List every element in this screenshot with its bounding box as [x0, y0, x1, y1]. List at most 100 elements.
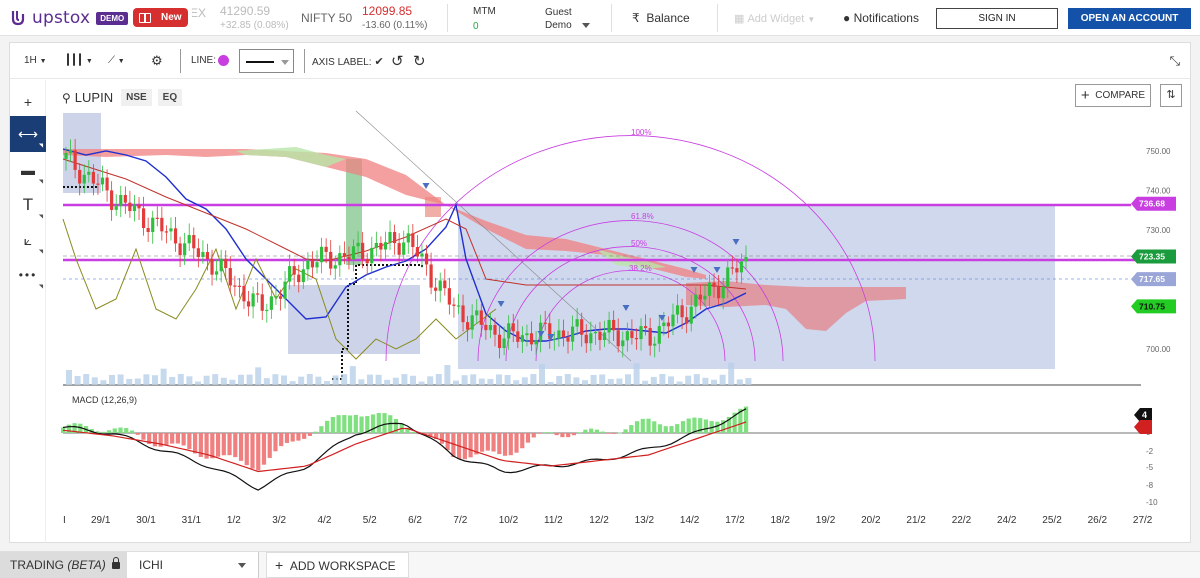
add-workspace-button[interactable]: + ADD WORKSPACE [266, 552, 409, 578]
rectangle-drawing[interactable] [288, 285, 420, 354]
rectangle-tool-icon[interactable]: ▬ [10, 152, 46, 188]
volume-bar [435, 374, 442, 385]
sign-in-button[interactable]: SIGN IN [936, 8, 1058, 29]
sort-icon[interactable]: ⇅ [1160, 84, 1182, 107]
volume-bar [461, 375, 468, 385]
tab-trading[interactable]: TRADING (BETA) [0, 552, 127, 578]
price-badge [1131, 249, 1176, 264]
plus-icon: + [1080, 87, 1090, 104]
macd-histogram-bar [634, 421, 640, 433]
time-tick-label: 21/2 [906, 515, 926, 526]
price-chart[interactable]: 100%61.8%50%38.2% MACD (12,26,9) 750.007… [46, 109, 1190, 543]
price-badges: 736.68 723.35 717.65 710.75 [1131, 196, 1176, 314]
segment-chip: EQ [157, 89, 183, 106]
collapse-icon[interactable]: ⤡ [1169, 53, 1180, 68]
workspace-selector[interactable]: ICHI [127, 552, 259, 578]
macd-histogram-bar [726, 416, 731, 433]
macd-histogram-bar [491, 433, 496, 452]
ticker-nifty-name[interactable]: NIFTY 50 [301, 11, 352, 25]
open-account-button[interactable]: OPEN AN ACCOUNT [1068, 8, 1191, 29]
candle-body [447, 288, 451, 305]
candle-body [502, 338, 506, 349]
macd-histogram-bar [721, 420, 726, 433]
gear-icon[interactable]: ⚙ [151, 53, 163, 68]
compare-button[interactable]: + COMPARE [1075, 84, 1151, 107]
new-button[interactable]: New [133, 8, 188, 27]
crosshair-tool-icon[interactable]: + [23, 94, 33, 110]
volume-bar [590, 374, 597, 385]
undo-icon[interactable]: ↺ [391, 53, 404, 70]
chevron-down-icon: ▼ [117, 58, 125, 65]
candle-body [507, 323, 511, 339]
volume-bar [134, 378, 141, 385]
candle-body [347, 256, 351, 260]
candle-body [361, 242, 365, 259]
chart-type-selector[interactable]: ┃┃┃ ▼ [65, 55, 93, 66]
notifications-button[interactable]: ● Notifications [843, 11, 919, 25]
macd-histogram-bar [330, 416, 335, 433]
workspace-name: ICHI [139, 558, 163, 572]
candle-body [333, 265, 337, 269]
time-tick-label: 5/2 [363, 515, 377, 526]
candle-body [511, 323, 515, 332]
volume-bar [272, 374, 279, 385]
text-tool-icon[interactable]: T [10, 187, 46, 223]
macd-histogram-bar [296, 433, 301, 441]
ticker-nifty[interactable]: 12099.85 -13.60 (0.11%) [362, 4, 427, 31]
time-tick-label: 4/2 [318, 515, 332, 526]
line-color-picker[interactable]: LINE: [191, 55, 230, 66]
volume-bar [547, 381, 554, 385]
candle-body [187, 235, 191, 244]
macd-histogram-bar [359, 416, 364, 433]
candle-body [717, 286, 721, 299]
interval-selector[interactable]: 1H ▼ [24, 55, 47, 66]
candle-body [675, 305, 680, 315]
divider [611, 4, 612, 32]
ticker-change: -13.60 (0.11%) [362, 20, 428, 31]
macd-histogram-bar [66, 424, 71, 433]
macd-histogram-bar [342, 415, 347, 433]
candle-body [169, 228, 173, 232]
candle-body [580, 319, 584, 335]
volume-bar [504, 375, 511, 385]
axis-label-toggle[interactable]: AXIS LABEL: ✔ [312, 55, 384, 68]
time-tick-label: 13/2 [635, 515, 655, 526]
candle-body [461, 305, 465, 323]
volume-bar [410, 375, 416, 385]
candle-body [160, 217, 164, 232]
candle-body [584, 334, 588, 344]
candle-body [301, 269, 305, 283]
balance-button[interactable]: ₹ Balance [632, 11, 690, 25]
time-tick-label: 30/1 [136, 515, 156, 526]
user-menu[interactable]: Guest Demo [545, 6, 590, 32]
macd-histogram-bar [474, 433, 479, 455]
redo-icon[interactable]: ↻ [413, 53, 426, 70]
more-tools-icon[interactable]: ••• [10, 257, 46, 293]
add-widget-button[interactable]: ▦ Add Widget ▼ [734, 12, 815, 25]
candle-body [233, 285, 237, 287]
volume-bar [152, 375, 158, 385]
time-axis: I 29/1 30/1 31/1 1/2 3/2 4/2 5/2 6/2 7/2 10/2 11/2 1… [63, 515, 1153, 526]
ticker-value: 41290.59 [220, 4, 271, 18]
time-tick-label: 27/2 [1133, 515, 1153, 526]
volume-bar [229, 379, 236, 385]
ticker-sensex-values[interactable]: 41290.59 +32.85 (0.08%) [220, 4, 289, 31]
fib-arcs[interactable] [385, 135, 876, 362]
mtm-display: MTM 0 [473, 6, 496, 32]
search-icon: ⚲ [62, 90, 71, 105]
ticker-name: NIFTY 50 [301, 11, 353, 25]
time-tick-label: 14/2 [680, 515, 700, 526]
indicators-selector[interactable]: ⟋ ▼ [108, 55, 125, 66]
logo[interactable]: upstox DEMO [10, 8, 129, 28]
ichimoku-cloud-bear [63, 149, 706, 279]
horizontal-line-tool-icon[interactable]: ⟷ [10, 116, 46, 152]
fib-tool-icon[interactable]: ⟀ [10, 222, 46, 258]
volume-bar [177, 374, 184, 385]
line-style-selector[interactable] [239, 49, 294, 73]
candle-body [593, 331, 597, 334]
macd-histogram-bar [170, 433, 175, 444]
mtm-value: 0 [473, 21, 479, 32]
symbol-bar[interactable]: ⚲ LUPIN NSE EQ [62, 89, 188, 106]
candle-body [256, 293, 260, 295]
candle-body [265, 309, 269, 312]
